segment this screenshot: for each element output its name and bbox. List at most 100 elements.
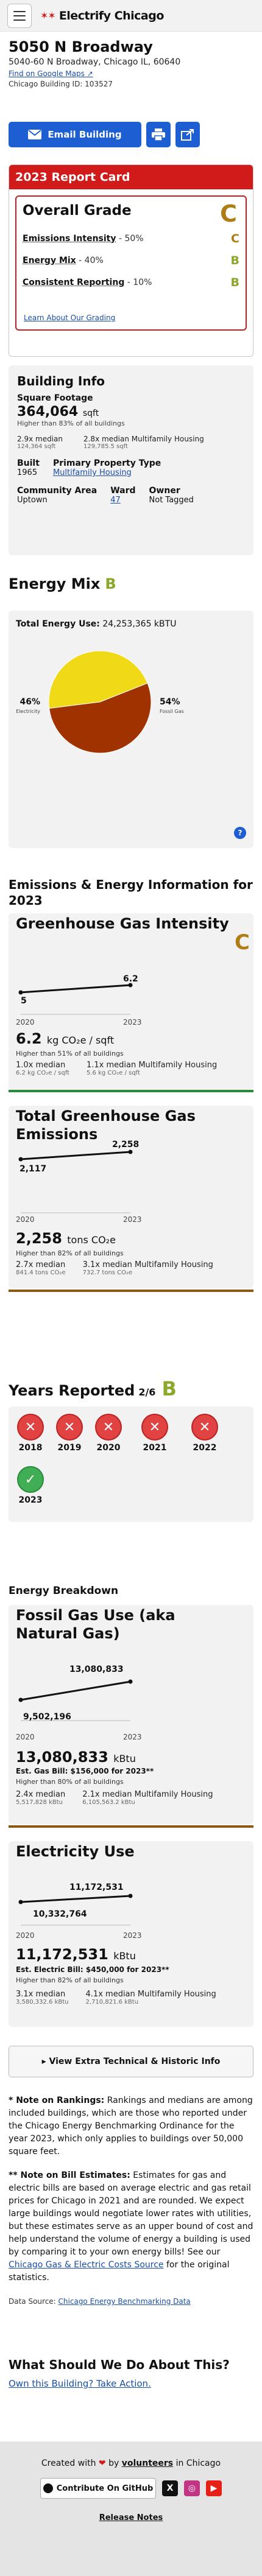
ward-link[interactable]: 47 — [110, 496, 121, 505]
gas-2020-value: 9,502,196 — [23, 1712, 71, 1722]
x-icon: ✕ — [57, 1415, 82, 1439]
x-icon: ✕ — [143, 1415, 167, 1439]
years-reported-grid: ✕ 2018 ✕ 2019 ✕ 2020 ✕ 2021 ✕ 2022 ✓ 2023 — [9, 1406, 253, 1522]
x-twitter-icon[interactable]: X — [162, 2480, 178, 2496]
menu-button[interactable] — [7, 3, 32, 28]
ghg-intensity-2023-value: 6.2 — [123, 974, 138, 984]
menu-icon-line — [13, 19, 26, 21]
energy-breakdown-title: Energy Breakdown — [9, 1585, 119, 1597]
overall-grade-label: Overall Grade — [23, 203, 132, 219]
share-icon — [181, 129, 194, 141]
grade-row-grade: B — [230, 254, 239, 267]
rankings-note: * Note on Rankings: Rankings and medians… — [9, 2096, 253, 2157]
ghg-intensity-title: Greenhouse Gas Intensity — [16, 915, 229, 932]
site-logo[interactable]: ✶✶ Electrify Chicago — [40, 9, 164, 23]
built-type-grid: Built 1965 Primary Property Type Multifami… — [17, 458, 161, 477]
action-buttons: Email Building — [9, 122, 200, 147]
grade-row-grade: B — [230, 276, 239, 289]
printer-icon — [152, 128, 165, 141]
energy-mix-pie-chart: 46% Electricity 54% Fossil Gas — [16, 650, 184, 754]
year-2023: ✓ 2023 — [15, 1467, 46, 1505]
energy-mix-title: Energy Mix B — [9, 575, 116, 592]
year-2018: ✕ 2018 — [15, 1415, 46, 1453]
report-card-heading: 2023 Report Card — [9, 165, 253, 189]
report-card-body: Overall Grade C Emissions Intensity - 50… — [15, 195, 247, 331]
pie-slice-fossil-gas — [49, 683, 152, 754]
building-address: 5040-60 N Broadway, Chicago IL, 60640 — [9, 57, 181, 67]
envelope-icon — [28, 130, 42, 139]
building-id: Chicago Building ID: 103527 — [9, 80, 113, 88]
building-info: Building Info Square Footage 364,064 sqf… — [9, 365, 253, 555]
ghg-intensity-grade: C — [235, 930, 250, 955]
share-button[interactable] — [175, 122, 200, 147]
pie-label-pct: 46% — [19, 697, 40, 707]
grade-row-label[interactable]: Consistent Reporting — [23, 278, 125, 287]
energy-mix-card: Total Energy Use: 24,253,365 kBTU 46% Ele… — [9, 611, 253, 848]
pie-label-name: Electricity — [16, 709, 40, 714]
grade-row-emissions: Emissions Intensity - 50% C — [23, 232, 239, 245]
electricity-block: Electricity Use 10,332,764 11,172,531 20… — [9, 1841, 253, 2030]
print-button[interactable] — [146, 122, 171, 147]
x-icon: ✕ — [96, 1415, 121, 1439]
extra-info-toggle[interactable]: ▸ View Extra Technical & Historic Info — [9, 2046, 253, 2077]
gas-divider — [9, 1825, 253, 1828]
ghg-intensity-2020-value: 5 — [21, 996, 27, 1006]
footer-links: Contribute On GitHub X ◎ ▶ — [0, 2478, 262, 2499]
electricity-trend-chart — [18, 1893, 133, 1926]
building-name: 5050 N Broadway — [9, 38, 153, 55]
site-footer: Created with ❤ by volunteers in Chicago … — [0, 2441, 262, 2576]
release-notes-link[interactable]: Release Notes — [99, 2513, 163, 2522]
ghg-intensity-block: Greenhouse Gas Intensity C 5 6.2 2020 20… — [9, 913, 253, 1096]
chicago-star-icon: ✶✶ — [40, 10, 56, 21]
email-button-label: Email Building — [48, 129, 122, 140]
total-ghg-value: 2,258 tons CO₂e — [16, 1230, 116, 1247]
total-ghg-medians: 2.7x median 841.4 tons CO₂e 3.1x median M… — [16, 1260, 213, 1276]
what-to-do-title: What Should We Do About This? — [9, 2357, 230, 2372]
pie-label-name: Fossil Gas — [160, 709, 184, 714]
pie-slice-electricity — [48, 650, 148, 709]
sqft-label: Square Footage — [17, 393, 93, 403]
building-info-title: Building Info — [17, 374, 105, 388]
ghg-intensity-trend-chart — [18, 983, 133, 1015]
sqft-note: Higher than 83% of all buildings — [17, 419, 125, 427]
learn-grading-link[interactable]: Learn About Our Grading — [24, 314, 116, 322]
emissions-section-title: Emissions & Energy Information for 2023 — [9, 877, 253, 908]
x-icon: ✕ — [18, 1415, 43, 1439]
help-icon[interactable]: ? — [234, 827, 246, 839]
total-ghg-title: Total Greenhouse Gas Emissions — [16, 1107, 196, 1143]
ghg-intensity-medians: 1.0x median 6.2 kg CO₂e / sqft 1.1x media… — [16, 1061, 218, 1076]
data-source: Data Source: Chicago Energy Benchmarking… — [9, 2297, 191, 2306]
gas-2023-value: 13,080,833 — [69, 1665, 124, 1674]
total-ghg-2020-value: 2,117 — [19, 1164, 47, 1174]
ghg-intensity-divider — [9, 1090, 253, 1092]
grade-row-label[interactable]: Emissions Intensity — [23, 234, 116, 244]
github-icon — [43, 2483, 53, 2493]
grade-row-grade: C — [231, 232, 239, 245]
email-building-button[interactable]: Email Building — [9, 122, 141, 147]
github-button[interactable]: Contribute On GitHub — [40, 2478, 156, 2499]
data-source-link[interactable]: Chicago Energy Benchmarking Data — [58, 2297, 191, 2306]
overall-grade-value: C — [220, 200, 237, 227]
report-card: 2023 Report Card Overall Grade C Emissio… — [9, 164, 253, 357]
year-2020: ✕ 2020 — [93, 1415, 124, 1453]
gas-medians: 2.4x median 5,517,828 kBtu 2.1x median Mu… — [16, 1790, 213, 1806]
electricity-value: 11,172,531 kBtu — [16, 1946, 136, 1963]
property-type-link[interactable]: Multifamily Housing — [52, 468, 132, 477]
x-icon: ✕ — [193, 1415, 217, 1439]
gas-use-trend-chart — [18, 1679, 133, 1721]
total-ghg-trend-chart — [18, 1149, 133, 1213]
volunteers-link[interactable]: volunteers — [121, 2458, 174, 2468]
gas-use-title: Fossil Gas Use (aka Natural Gas) — [16, 1607, 175, 1642]
grade-row-label[interactable]: Energy Mix — [23, 256, 76, 265]
youtube-icon[interactable]: ▶ — [206, 2480, 222, 2496]
pie-label-pct: 54% — [160, 697, 180, 707]
energy-mix-grade: B — [105, 575, 116, 592]
instagram-icon[interactable]: ◎ — [184, 2480, 200, 2496]
google-maps-link[interactable]: Find on Google Maps ↗ — [9, 69, 93, 78]
costs-source-link[interactable]: Chicago Gas & Electric Costs Source — [9, 2260, 164, 2270]
electricity-title: Electricity Use — [16, 1843, 135, 1860]
bill-note: ** Note on Bill Estimates: Estimates for… — [9, 2171, 253, 2283]
take-action-link[interactable]: Own this Building? Take Action. — [9, 2378, 151, 2389]
year-2019: ✕ 2019 — [54, 1415, 85, 1453]
menu-icon-line — [13, 15, 26, 16]
